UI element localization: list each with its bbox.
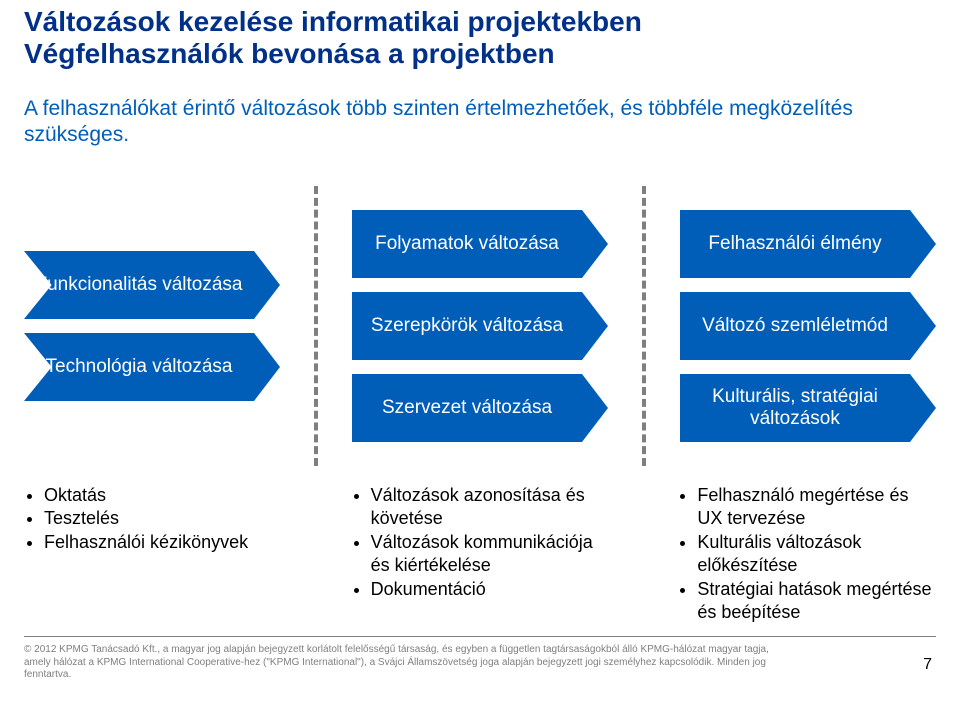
diagram-col-1: Funkcionalitás változása Technológia vál…	[24, 186, 280, 466]
title-line-2: Végfelhasználók bevonása a projektben	[24, 38, 936, 70]
bullet-item: Oktatás	[44, 484, 283, 507]
slide: Változások kezelése informatikai projekt…	[0, 0, 960, 706]
diagram-col-3: Felhasználói élmény Változó szemléletmód…	[680, 186, 936, 466]
title-block: Változások kezelése informatikai projekt…	[24, 6, 936, 70]
bullets-col-1: Oktatás Tesztelés Felhasználói kézikönyv…	[24, 484, 283, 624]
bullets-col-2: Változások azonosítása és követése Válto…	[317, 484, 644, 624]
arrow-pill: Szerepkörök változása	[352, 292, 608, 360]
bullet-item: Stratégiai hatások megértése és beépítés…	[697, 578, 936, 625]
bullet-item: Változások azonosítása és követése	[371, 484, 610, 531]
diagram-columns: Funkcionalitás változása Technológia vál…	[24, 186, 936, 466]
bullet-item: Tesztelés	[44, 507, 283, 530]
arrow-head-icon	[910, 210, 936, 278]
bullet-item: Dokumentáció	[371, 578, 610, 601]
arrow-pill: Technológia változása	[24, 333, 280, 401]
arrow-label: Folyamatok változása	[352, 210, 582, 278]
arrow-head-icon	[910, 374, 936, 442]
arrow-pill: Kulturális, stratégiai változások	[680, 374, 936, 442]
bullets-col-3: Felhasználó megértése és UX tervezése Ku…	[677, 484, 936, 624]
arrow-pill: Funkcionalitás változása	[24, 251, 280, 319]
arrow-pill: Változó szemléletmód	[680, 292, 936, 360]
bullet-list: Változások azonosítása és követése Válto…	[351, 484, 610, 601]
arrow-label: Kulturális, stratégiai változások	[680, 374, 910, 442]
arrow-pill: Szervezet változása	[352, 374, 608, 442]
page-number: 7	[923, 656, 932, 674]
footer-text: © 2012 KPMG Tanácsadó Kft., a magyar jog…	[24, 644, 784, 682]
arrow-label: Szerepkörök változása	[352, 292, 582, 360]
bullet-item: Változások kommunikációja és kiértékelés…	[371, 531, 610, 578]
arrow-head-icon	[582, 210, 608, 278]
arrow-label: Funkcionalitás változása	[24, 251, 254, 319]
footer-separator	[24, 636, 936, 637]
arrow-head-icon	[910, 292, 936, 360]
arrow-label: Felhasználói élmény	[680, 210, 910, 278]
arrow-pill: Folyamatok változása	[352, 210, 608, 278]
arrow-head-icon	[582, 374, 608, 442]
bullet-item: Felhasználói kézikönyvek	[44, 531, 283, 554]
bullet-list: Oktatás Tesztelés Felhasználói kézikönyv…	[24, 484, 283, 554]
arrow-head-icon	[254, 251, 280, 319]
bullet-item: Kulturális változások előkészítése	[697, 531, 936, 578]
arrow-label: Szervezet változása	[352, 374, 582, 442]
arrow-head-icon	[254, 333, 280, 401]
arrow-label: Változó szemléletmód	[680, 292, 910, 360]
arrow-label: Technológia változása	[24, 333, 254, 401]
intro-paragraph: A felhasználókat érintő változások több …	[24, 96, 936, 149]
bullets-row: Oktatás Tesztelés Felhasználói kézikönyv…	[24, 484, 936, 624]
arrow-head-icon	[582, 292, 608, 360]
arrow-pill: Felhasználói élmény	[680, 210, 936, 278]
bullet-list: Felhasználó megértése és UX tervezése Ku…	[677, 484, 936, 624]
bullet-item: Felhasználó megértése és UX tervezése	[697, 484, 936, 531]
diagram-col-2: Folyamatok változása Szerepkörök változá…	[314, 186, 646, 466]
title-line-1: Változások kezelése informatikai projekt…	[24, 6, 936, 38]
